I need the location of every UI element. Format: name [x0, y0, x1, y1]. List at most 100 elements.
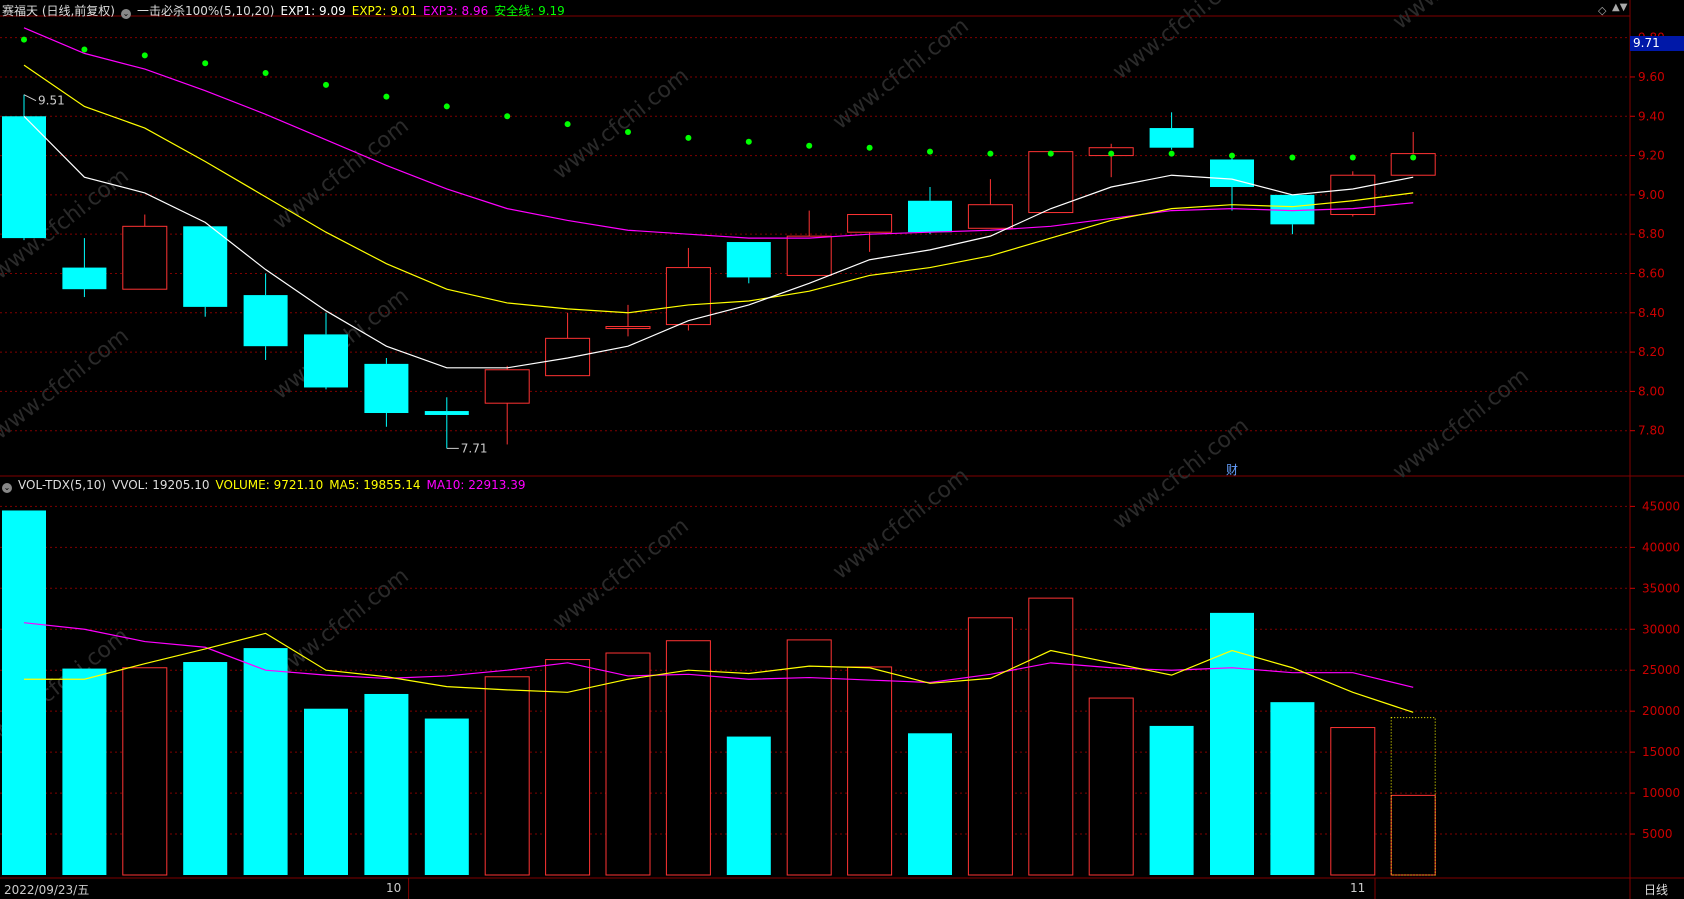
- ma10-value: MA10: 22913.39: [426, 478, 526, 492]
- volume-tick-label: 25000: [1642, 663, 1680, 677]
- volume-ma5-line: [24, 632, 1414, 713]
- safe-line-dot: [1108, 150, 1115, 157]
- safe-line-dot: [81, 46, 88, 53]
- safe-line-dot: [323, 81, 329, 88]
- price-tick-label: 8.80: [1638, 227, 1665, 241]
- safe-line-dot: [927, 148, 933, 155]
- candle-body-up: [605, 326, 651, 330]
- candle-body-up: [847, 214, 893, 233]
- volume-tick-label: 15000: [1642, 745, 1680, 759]
- safe-line-dot: [504, 113, 511, 120]
- vol-indicator-name[interactable]: VOL-TDX(5,10): [18, 478, 107, 492]
- volume-bar-up: [1330, 727, 1376, 876]
- watermark-text: www.cfchi.com: [1388, 0, 1533, 35]
- volume-tick-label: 35000: [1642, 581, 1680, 595]
- exp3-value: EXP3: 8.96: [422, 4, 489, 18]
- exp2-value: EXP2: 9.01: [351, 4, 417, 18]
- candle-body-down: [304, 334, 348, 388]
- volume-bar-down: [1270, 702, 1315, 875]
- volume-bar-up: [122, 667, 168, 876]
- candle-body-up: [1390, 153, 1436, 176]
- safe-line-dot: [202, 60, 209, 67]
- vvol-value: VVOL: 19205.10: [112, 478, 210, 492]
- candle: [122, 214, 168, 290]
- candle: [665, 247, 711, 331]
- volume-bar-up: [1028, 597, 1074, 876]
- high-marker-arrow: [23, 94, 37, 102]
- candle: [786, 210, 832, 276]
- volume-tick-label: 30000: [1642, 622, 1680, 636]
- safe-line-dot: [383, 93, 390, 100]
- safe-line-dot: [1047, 150, 1054, 157]
- watermark-layer: www.cfchi.com www.cfchi.com www.cfchi.com w…: [0, 0, 1534, 745]
- volume-tick-label: 45000: [1642, 499, 1680, 513]
- volume-bar-down: [726, 736, 771, 875]
- diamond-icon[interactable]: ◇: [1598, 4, 1607, 17]
- safe-line-dot: [1289, 154, 1296, 161]
- candle: [1330, 171, 1376, 217]
- candle-body-down: [243, 295, 288, 347]
- x-label-nov: 11: [1350, 881, 1366, 895]
- collapse-icon[interactable]: ⌄: [2, 483, 12, 493]
- candle: [2, 94, 46, 241]
- x-label-oct: 10: [386, 881, 402, 895]
- candle-body-down: [62, 267, 107, 290]
- candle-body-down: [183, 226, 228, 307]
- candle-body-up: [786, 235, 832, 276]
- candle: [424, 397, 469, 449]
- safe-line-dot: [1168, 150, 1175, 157]
- candle: [243, 273, 288, 360]
- candle: [62, 238, 107, 298]
- stock-title[interactable]: 赛福天 (日线,前复权): [2, 4, 115, 18]
- candle: [1270, 194, 1315, 235]
- price-tick-label: 8.60: [1638, 266, 1665, 280]
- candle-body-up: [665, 267, 711, 326]
- candle: [484, 365, 530, 445]
- volume-bar-up: [484, 676, 530, 876]
- candle: [1390, 131, 1436, 176]
- indicator-lines: [21, 27, 1417, 369]
- volume-ma10-line: [23, 622, 1414, 688]
- watermark-text: www.cfchi.com: [0, 323, 134, 444]
- candle-body-up: [1330, 174, 1376, 216]
- safe-line-dot: [625, 128, 631, 135]
- indicator-name[interactable]: 一击必杀100%(5,10,20): [137, 4, 275, 18]
- candle: [847, 214, 893, 252]
- watermark-text: www.cfchi.com: [548, 513, 693, 634]
- volume-bar-up: [786, 639, 832, 876]
- period-label[interactable]: 日线: [1644, 883, 1669, 897]
- volume-bar-up: [1088, 697, 1134, 876]
- safe-line-dot: [21, 36, 27, 43]
- price-tick-label: 9.40: [1638, 109, 1665, 123]
- collapse-icon[interactable]: ⌄: [121, 9, 131, 19]
- volume-bar-up: [545, 659, 591, 876]
- safe-line-value: 安全线: 9.19: [494, 4, 565, 18]
- exp1-line: [23, 115, 1414, 369]
- exp1-value: EXP1: 9.09: [280, 4, 346, 18]
- candle: [364, 357, 409, 427]
- watermark-text: www.cfchi.com: [268, 113, 413, 234]
- candle: [726, 242, 771, 284]
- exp3-line: [23, 27, 1414, 239]
- volume-bar-down: [183, 662, 228, 875]
- scroll-arrows-icon[interactable]: ▲▼: [1612, 2, 1628, 13]
- safe-line-dot: [141, 52, 148, 59]
- watermark-text: www.cfchi.com: [1108, 0, 1253, 85]
- price-tick-label: 9.60: [1638, 70, 1665, 84]
- volume-series: [2, 510, 1436, 876]
- candle: [183, 226, 228, 317]
- volume-bar-up: [967, 617, 1013, 876]
- volume-bar-down: [1149, 725, 1194, 875]
- candlestick-series: [2, 94, 1436, 449]
- candle-body-down: [2, 116, 46, 239]
- safe-line-dot: [685, 134, 692, 141]
- ma5-value: MA5: 19855.14: [329, 478, 421, 492]
- candle-body-up: [122, 225, 168, 290]
- volume-bar-down: [2, 510, 46, 875]
- volume-bar-up: [1390, 794, 1436, 876]
- candle: [908, 187, 952, 235]
- candle: [967, 179, 1013, 229]
- volume-bar-up: [847, 666, 893, 876]
- candle-body-up: [1028, 151, 1074, 214]
